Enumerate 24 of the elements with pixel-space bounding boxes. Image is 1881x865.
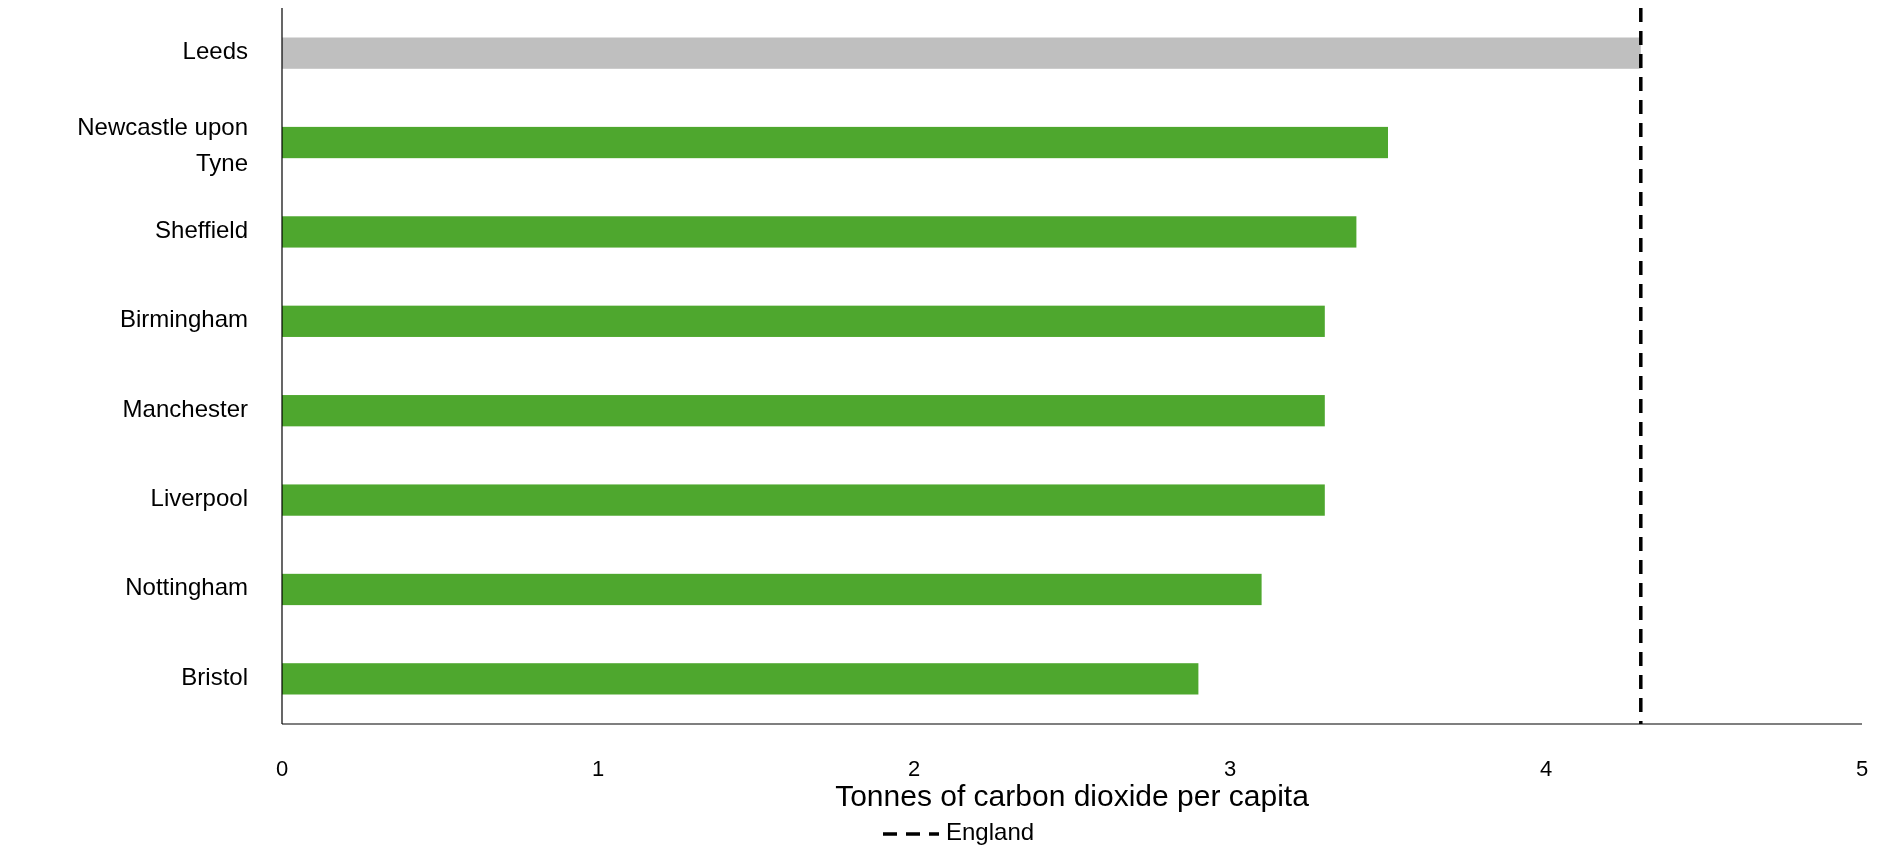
bar <box>282 216 1357 248</box>
y-tick-label: Leeds <box>182 37 248 65</box>
x-tick-label: 2 <box>907 756 921 781</box>
x-tick-label: 4 <box>1539 756 1553 781</box>
y-tick-label: Liverpool <box>150 484 248 512</box>
bar <box>282 37 1641 69</box>
bar <box>282 663 1199 695</box>
bar <box>282 395 1325 427</box>
x-tick-label: 0 <box>275 756 289 781</box>
y-tick-label: Nottingham <box>125 573 248 601</box>
y-tick-label: Newcastle upon Tyne <box>77 112 248 176</box>
y-tick-label: Manchester <box>122 395 249 423</box>
x-axis-title: Tonnes of carbon dioxide per capita <box>835 779 1310 812</box>
y-tick-label: Sheffield <box>155 216 248 244</box>
y-tick-label: Birmingham <box>119 305 248 333</box>
x-tick-label: 1 <box>591 756 605 781</box>
y-tick-label: Bristol <box>181 663 248 691</box>
bar <box>282 573 1262 606</box>
bar <box>282 484 1325 516</box>
bar <box>282 126 1388 159</box>
x-tick-label: 3 <box>1223 756 1237 781</box>
x-tick-label: 5 <box>1855 756 1869 781</box>
bar <box>282 305 1325 337</box>
legend-label: England <box>946 818 1035 846</box>
